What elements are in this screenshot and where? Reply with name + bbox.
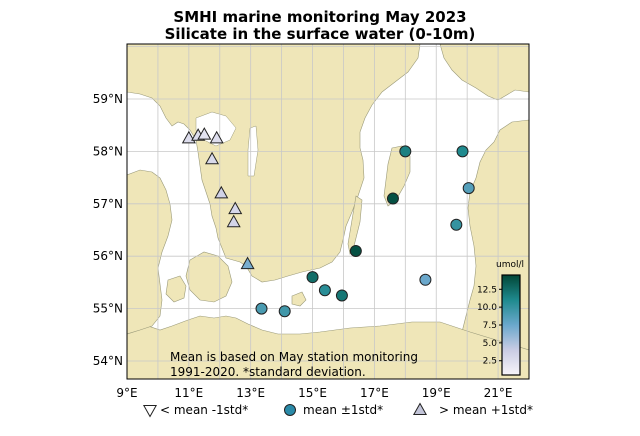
longitude-label: 13°E [236, 386, 265, 400]
station-markers [181, 127, 475, 318]
latitude-labels: 59°N 58°N 57°N 56°N 55°N 54°N [93, 92, 123, 368]
latitude-label: 54°N [93, 354, 123, 368]
latitude-label: 59°N [93, 92, 123, 106]
station-marker-within-mean [318, 284, 331, 297]
colorbar-tick-label: 2.5 [483, 357, 497, 367]
station-marker-above-mean [205, 151, 220, 165]
legend-label: < mean -1std* [160, 403, 248, 417]
station-marker-within-mean [386, 192, 399, 205]
station-marker-within-mean [462, 182, 475, 195]
latitude-label: 57°N [93, 197, 123, 211]
land-jutland [127, 169, 173, 335]
longitude-labels: 9°E 11°E 13°E 15°E 17°E 19°E 21°E [116, 386, 512, 400]
station-marker-within-mean [399, 145, 412, 158]
land-finland [439, 44, 529, 101]
legend-label: > mean +1std* [439, 403, 533, 417]
longitude-label: 11°E [174, 386, 203, 400]
station-marker-above-mean [209, 130, 224, 144]
colorbar-tick-label: 5.0 [483, 339, 498, 349]
latitude-label: 58°N [93, 144, 123, 158]
land-bornholm [291, 291, 307, 307]
colorbar-scale [501, 274, 521, 376]
station-marker-within-mean [306, 271, 319, 284]
method-note: Mean is based on May station monitoring … [170, 350, 418, 379]
colorbar-unit: umol/l [496, 260, 524, 270]
station-marker-within-mean [450, 218, 463, 231]
station-marker-above-mean [228, 201, 243, 215]
station-marker-within-mean [255, 302, 268, 315]
graticule [127, 44, 529, 379]
land-funen [165, 275, 187, 303]
station-marker-within-mean [349, 244, 362, 257]
legend-triangle-down-icon [142, 404, 158, 418]
station-marker-within-mean [419, 273, 432, 286]
marker-legend: < mean -1std* mean ±1std* > mean +1std* [142, 402, 533, 418]
station-marker-above-mean [226, 214, 241, 228]
legend-label: mean ±1std* [303, 403, 383, 417]
latitude-label: 56°N [93, 249, 123, 263]
colorbar-tick-label: 12.5 [477, 285, 497, 295]
longitude-label: 9°E [116, 386, 137, 400]
land-scandinavia [127, 44, 421, 283]
station-marker-within-mean [335, 289, 348, 302]
longitude-label: 15°E [298, 386, 327, 400]
legend-triangle-up-icon [412, 402, 428, 416]
station-marker-above-mean [240, 256, 255, 270]
station-marker-above-mean [214, 185, 229, 199]
station-marker-within-mean [278, 305, 291, 318]
map-title-line-1: SMHI marine monitoring May 2023 [173, 8, 467, 26]
colorbar: umol/l 12.5 10.0 7.5 5.0 2.5 [477, 260, 524, 376]
legend-circle-icon [284, 404, 296, 416]
longitude-label: 19°E [422, 386, 451, 400]
colorbar-tick-label: 7.5 [483, 321, 497, 331]
longitude-label: 21°E [484, 386, 513, 400]
map-frame [126, 43, 530, 380]
longitude-label: 17°E [360, 386, 389, 400]
latitude-label: 55°N [93, 302, 123, 316]
map-title-line-2: Silicate in the surface water (0-10m) [164, 25, 476, 43]
station-marker-within-mean [456, 145, 469, 158]
colorbar-tick-label: 10.0 [477, 303, 497, 313]
station-marker-above-mean [197, 127, 212, 140]
